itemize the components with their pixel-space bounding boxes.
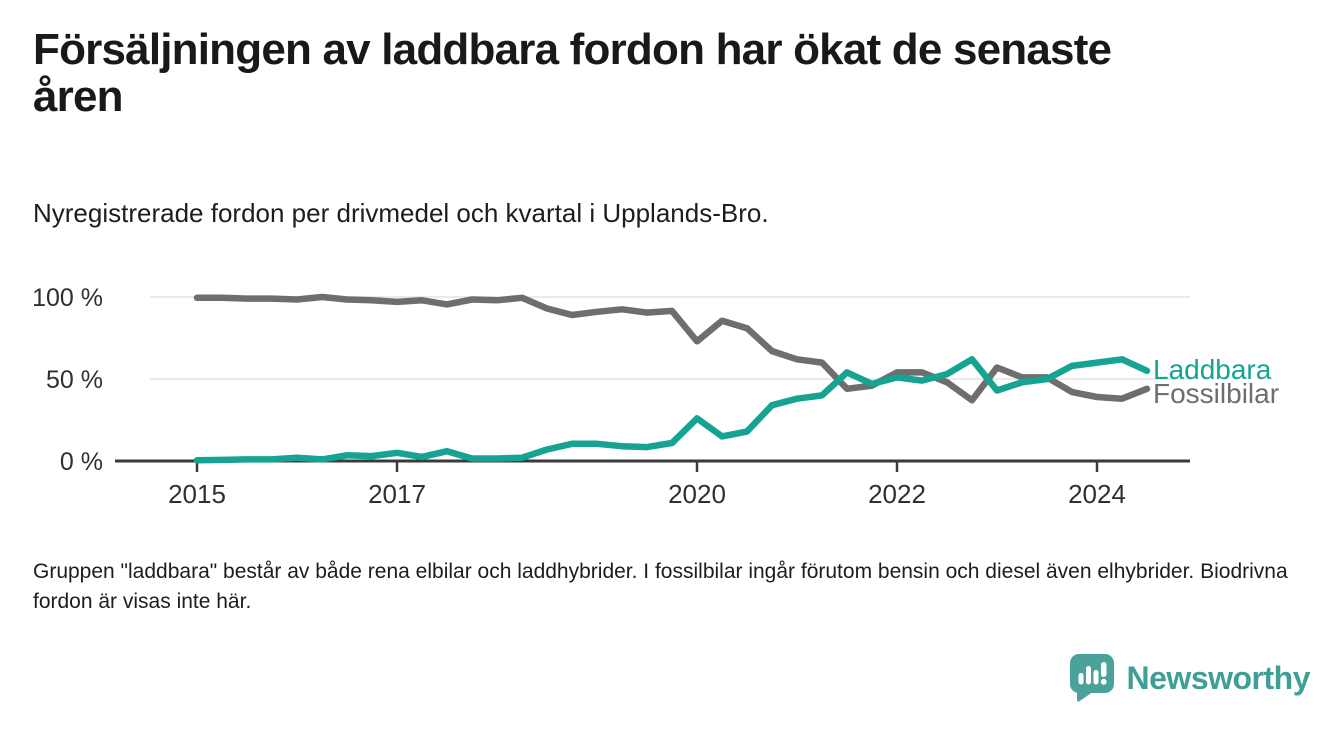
line-chart: 100 % 50 % 0 % 2015 2017 2020 2022 2024 Laddbara…	[0, 270, 1340, 520]
newsworthy-wordmark: Newsworthy	[1126, 659, 1311, 696]
bar-medium-icon	[1093, 670, 1099, 685]
y-axis-label: 100 %	[32, 284, 103, 312]
title-line-1: Försäljningen av laddbara fordon har öka…	[33, 25, 1112, 74]
series-end-label-fossilbilar: Fossilbilar	[1153, 378, 1279, 409]
newsworthy-logo: Newsworthy	[1069, 653, 1311, 703]
bar-short-icon	[1078, 673, 1084, 685]
chart-subtitle: Nyregistrerade fordon per drivmedel och …	[33, 198, 769, 228]
series-end-label-laddbara: Laddbara	[1153, 354, 1272, 385]
page-title: Försäljningen av laddbara fordon har öka…	[33, 26, 1303, 120]
x-axis-label: 2022	[868, 479, 926, 509]
chart-canvas: 100 % 50 % 0 % 2015 2017 2020 2022 2024 Laddbara…	[32, 284, 1279, 509]
x-axis-label: 2020	[668, 479, 726, 509]
newsworthy-bubble-chart-icon	[1069, 654, 1114, 702]
exclamation-bar-icon	[1100, 662, 1107, 677]
x-axis-label: 2015	[168, 479, 226, 509]
chart-footnote: Gruppen "laddbara" består av både rena e…	[33, 560, 1288, 613]
series-line-laddbara	[193, 356, 1151, 464]
title-line-2: åren	[33, 72, 124, 122]
x-axis-label: 2017	[368, 479, 426, 509]
bar-tall-icon	[1085, 666, 1091, 685]
y-axis-label: 50 %	[46, 366, 103, 394]
x-axis-label: 2024	[1068, 479, 1126, 509]
y-axis-label: 0 %	[60, 448, 103, 476]
exclamation-dot-icon	[1100, 678, 1107, 685]
